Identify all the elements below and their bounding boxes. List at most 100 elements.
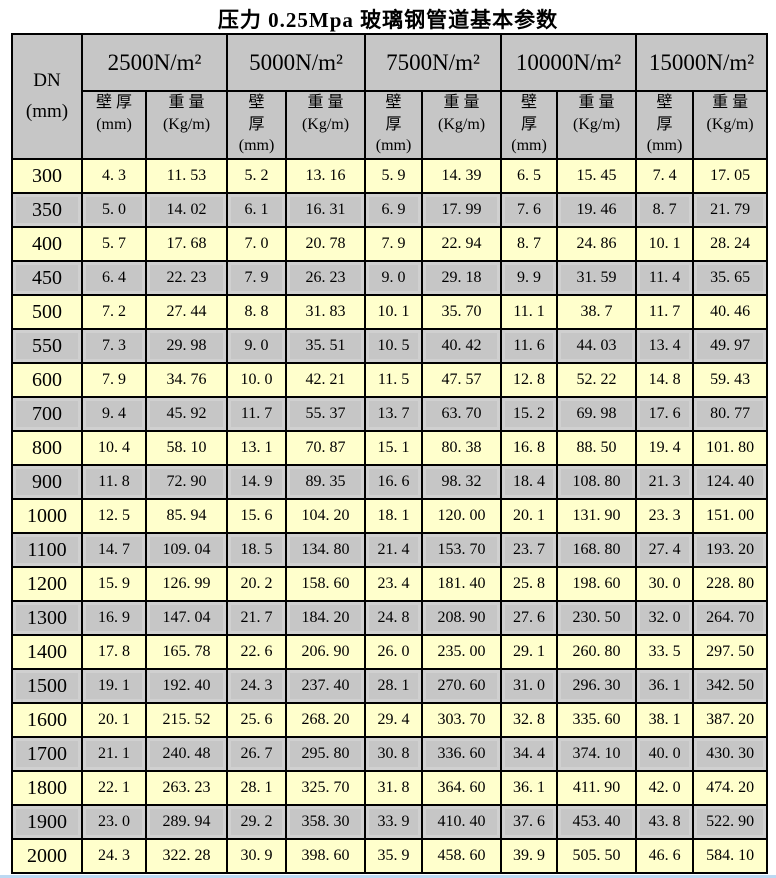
- dn-value: 800: [11, 430, 83, 466]
- weight-header: 重 量 (Kg/m): [421, 90, 503, 160]
- weight-value: 430. 30: [692, 736, 769, 772]
- table-row: 1500 19. 1 192. 40 24. 3 237. 40 28. 1 270. 60…: [11, 668, 769, 704]
- table-row: 1200 15. 9 126. 99 20. 2 158. 60 23. 4 181. 40…: [11, 566, 769, 602]
- load-header-10000: 10000N/m²: [500, 33, 638, 92]
- group-header-row: DN (mm) 2500N/m² 5000N/m² 7500N/m² 10000…: [11, 33, 769, 160]
- dn-value: 450: [11, 260, 83, 296]
- weight-value: 104. 20: [285, 498, 367, 534]
- wall-thickness-header: 壁 厚 (mm): [500, 90, 559, 160]
- wall-thickness-value: 21. 7: [226, 600, 288, 636]
- weight-value: 168. 80: [556, 532, 638, 568]
- dn-value: 1400: [11, 634, 83, 670]
- wall-thickness-value: 29. 4: [364, 702, 424, 738]
- weight-value: 22. 23: [144, 260, 229, 296]
- wall-thickness-header: 壁 厚 (mm): [81, 90, 147, 160]
- table-row: 450 6. 4 22. 23 7. 9 26. 23 9. 0 29. 18 9. 9 31.…: [11, 260, 769, 296]
- weight-value: 24. 86: [556, 226, 638, 262]
- dn-value: 400: [11, 226, 83, 262]
- weight-value: 85. 94: [144, 498, 229, 534]
- wall-thickness-value: 10. 1: [364, 294, 424, 330]
- weight-value: 124. 40: [692, 464, 769, 500]
- wall-thickness-value: 36. 1: [635, 668, 695, 704]
- wall-thickness-value: 21. 3: [635, 464, 695, 500]
- wall-thickness-value: 11. 8: [81, 464, 147, 500]
- weight-value: 22. 94: [421, 226, 503, 262]
- weight-value: 26. 23: [285, 260, 367, 296]
- weight-value: 11. 53: [144, 158, 229, 194]
- dn-value: 2000: [11, 838, 83, 874]
- wall-thickness-value: 5. 9: [364, 158, 424, 194]
- wall-thickness-value: 32. 8: [500, 702, 559, 738]
- wall-thickness-value: 22. 6: [226, 634, 288, 670]
- wall-thickness-value: 6. 5: [500, 158, 559, 194]
- table-row: 700 9. 4 45. 92 11. 7 55. 37 13. 7 63. 70 15. 2…: [11, 396, 769, 432]
- weight-value: 29. 98: [144, 328, 229, 364]
- weight-value: 42. 21: [285, 362, 367, 398]
- load-header-15000: 15000N/m²: [635, 33, 769, 92]
- wall-thickness-value: 17. 8: [81, 634, 147, 670]
- weight-value: 458. 60: [421, 838, 503, 874]
- load-header-2500: 2500N/m²: [80, 33, 229, 92]
- wall-thickness-value: 14. 8: [635, 362, 695, 398]
- weight-value: 58. 10: [144, 430, 229, 466]
- wall-thickness-value: 8. 7: [500, 226, 559, 262]
- dn-value: 1200: [11, 566, 83, 602]
- table-header: DN (mm) 2500N/m² 5000N/m² 7500N/m² 10000…: [11, 33, 769, 160]
- wall-thickness-value: 30. 0: [635, 566, 695, 602]
- wall-thickness-value: 11. 1: [500, 294, 559, 330]
- weight-value: 268. 20: [285, 702, 367, 738]
- table-row: 300 4. 3 11. 53 5. 2 13. 16 5. 9 14. 39 6. 5 15.…: [11, 158, 769, 194]
- wall-thickness-value: 7. 9: [81, 362, 147, 398]
- weight-value: 14. 39: [421, 158, 503, 194]
- weight-value: 215. 52: [144, 702, 229, 738]
- wall-thickness-value: 11. 6: [500, 328, 559, 364]
- weight-value: 13. 16: [285, 158, 367, 194]
- wall-thickness-value: 11. 7: [635, 294, 695, 330]
- wall-thickness-value: 33. 9: [364, 804, 424, 840]
- dn-value: 600: [11, 362, 83, 398]
- table-row: 800 10. 4 58. 10 13. 1 70. 87 15. 1 80. 38 16. …: [11, 430, 769, 466]
- weight-value: 120. 00: [421, 498, 503, 534]
- weight-value: 230. 50: [556, 600, 638, 636]
- weight-value: 198. 60: [556, 566, 638, 602]
- wall-thickness-value: 7. 9: [226, 260, 288, 296]
- weight-value: 29. 18: [421, 260, 503, 296]
- wall-thickness-value: 8. 7: [635, 192, 695, 228]
- wall-thickness-value: 7. 2: [81, 294, 147, 330]
- weight-value: 70. 87: [285, 430, 367, 466]
- wall-thickness-value: 13. 1: [226, 430, 288, 466]
- weight-header: 重 量 (Kg/m): [144, 90, 229, 160]
- table-row: 1000 12. 5 85. 94 15. 6 104. 20 18. 1 120. 00 2…: [11, 498, 769, 534]
- weight-value: 108. 80: [556, 464, 638, 500]
- weight-value: 260. 80: [556, 634, 638, 670]
- wall-thickness-value: 6. 9: [364, 192, 424, 228]
- wall-thickness-value: 35. 9: [364, 838, 424, 874]
- table-row: 1100 14. 7 109. 04 18. 5 134. 80 21. 4 153. 70…: [11, 532, 769, 568]
- wall-thickness-value: 30. 9: [226, 838, 288, 874]
- wall-thickness-value: 21. 1: [81, 736, 147, 772]
- weight-value: 89. 35: [285, 464, 367, 500]
- dn-value: 1900: [11, 804, 83, 840]
- weight-value: 45. 92: [144, 396, 229, 432]
- weight-value: 134. 80: [285, 532, 367, 568]
- weight-value: 158. 60: [285, 566, 367, 602]
- wall-thickness-value: 19. 1: [81, 668, 147, 704]
- weight-value: 34. 76: [144, 362, 229, 398]
- wall-thickness-value: 12. 5: [81, 498, 147, 534]
- load-header-5000: 5000N/m²: [226, 33, 367, 92]
- weight-value: 296. 30: [556, 668, 638, 704]
- wall-thickness-value: 34. 4: [500, 736, 559, 772]
- wall-thickness-value: 13. 7: [364, 396, 424, 432]
- weight-value: 522. 90: [692, 804, 769, 840]
- wall-thickness-value: 29. 2: [226, 804, 288, 840]
- wall-thickness-value: 6. 4: [81, 260, 147, 296]
- wall-thickness-value: 31. 8: [364, 770, 424, 806]
- load-header-7500: 7500N/m²: [364, 33, 503, 92]
- wall-thickness-value: 15. 1: [364, 430, 424, 466]
- wall-thickness-value: 16. 9: [81, 600, 147, 636]
- table-row: 900 11. 8 72. 90 14. 9 89. 35 16. 6 98. 32 18. …: [11, 464, 769, 500]
- dn-value: 1000: [11, 498, 83, 534]
- wall-thickness-value: 9. 4: [81, 396, 147, 432]
- table-row: 1900 23. 0 289. 94 29. 2 358. 30 33. 9 410. 40…: [11, 804, 769, 840]
- wall-thickness-value: 28. 1: [364, 668, 424, 704]
